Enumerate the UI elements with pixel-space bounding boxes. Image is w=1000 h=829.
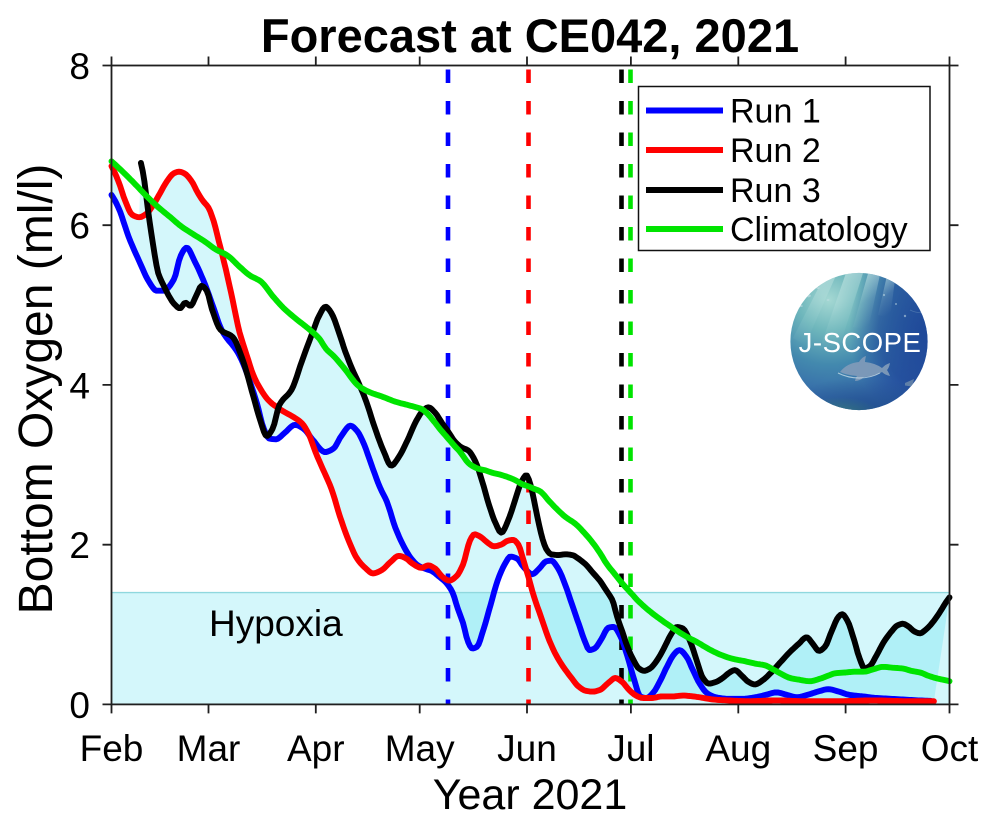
svg-text:J-SCOPE: J-SCOPE — [799, 327, 922, 358]
svg-text:Bottom Oxygen (ml/l): Bottom Oxygen (ml/l) — [10, 164, 63, 615]
svg-text:8: 8 — [69, 46, 90, 87]
svg-text:Climatology: Climatology — [730, 211, 908, 249]
svg-text:Sep: Sep — [813, 728, 879, 769]
svg-text:Feb: Feb — [80, 728, 144, 769]
svg-text:May: May — [385, 728, 455, 769]
svg-text:Apr: Apr — [287, 728, 345, 769]
svg-text:4: 4 — [69, 365, 90, 406]
svg-text:Run 1: Run 1 — [730, 93, 821, 131]
svg-text:Aug: Aug — [705, 728, 771, 769]
svg-text:Run 2: Run 2 — [730, 132, 821, 170]
svg-text:6: 6 — [69, 206, 90, 247]
svg-text:Forecast at CE042, 2021: Forecast at CE042, 2021 — [261, 9, 799, 62]
svg-text:Year 2021: Year 2021 — [433, 771, 628, 819]
svg-text:Oct: Oct — [921, 728, 979, 769]
svg-text:Hypoxia: Hypoxia — [209, 603, 343, 644]
svg-text:Run 3: Run 3 — [730, 172, 821, 210]
svg-text:Jun: Jun — [497, 728, 557, 769]
svg-text:2: 2 — [69, 525, 90, 566]
svg-text:0: 0 — [69, 685, 90, 726]
svg-text:Mar: Mar — [177, 728, 241, 769]
svg-text:Jul: Jul — [607, 728, 654, 769]
